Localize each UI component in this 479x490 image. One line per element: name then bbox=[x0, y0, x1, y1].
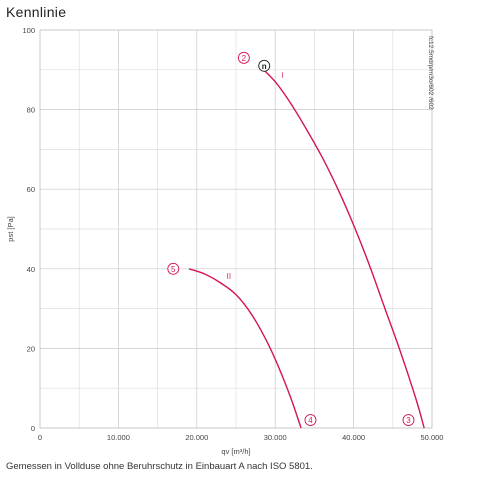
y-axis-label: pst [Pa] bbox=[6, 216, 15, 241]
series-line-i bbox=[259, 65, 425, 429]
side-note: fc12.5md/p/m3o/602 /602 bbox=[427, 36, 434, 110]
x-axis-label: qv [m³/h] bbox=[221, 447, 250, 456]
series-label: II bbox=[226, 272, 231, 281]
x-tick-label: 0 bbox=[38, 433, 42, 442]
series-label: I bbox=[281, 71, 284, 80]
plot-frame bbox=[39, 29, 433, 429]
tick-labels: 0 10.000 20.000 30.000 40.000 50.000 0 20 40 60 80… bbox=[22, 26, 443, 442]
y-tick-label: 80 bbox=[27, 106, 35, 115]
x-tick-label: 10.000 bbox=[107, 433, 130, 442]
x-tick-label: 50.000 bbox=[421, 433, 444, 442]
callout-circle bbox=[402, 414, 415, 426]
callout-circle bbox=[258, 59, 271, 72]
y-tick-label: 20 bbox=[27, 344, 35, 353]
footnote: Gemessen in Vollduse ohne Beruhrschutz i… bbox=[6, 461, 313, 472]
y-tick-label: 40 bbox=[27, 265, 35, 274]
chart-grid bbox=[40, 30, 432, 428]
series-lines: III bbox=[188, 65, 425, 429]
callout-label: 4 bbox=[308, 416, 313, 425]
callout-label: 5 bbox=[171, 265, 176, 274]
y-tick-label: 100 bbox=[22, 26, 35, 35]
x-tick-label: 30.000 bbox=[264, 433, 287, 442]
chart-title: Kennlinie bbox=[6, 4, 67, 20]
y-tick-label: 0 bbox=[31, 424, 35, 433]
callout-label: 3 bbox=[406, 416, 411, 425]
callout-circle bbox=[304, 414, 317, 426]
callout-label: n bbox=[262, 62, 267, 71]
callout-circle bbox=[237, 51, 250, 64]
series-line-ii bbox=[188, 268, 302, 429]
callout-circle bbox=[167, 262, 180, 275]
y-tick-label: 60 bbox=[27, 185, 35, 194]
annotations: 2 n 3 5 4 bbox=[167, 51, 415, 426]
x-tick-label: 40.000 bbox=[342, 433, 365, 442]
x-tick-label: 20.000 bbox=[185, 433, 208, 442]
callout-label: 2 bbox=[242, 54, 247, 63]
